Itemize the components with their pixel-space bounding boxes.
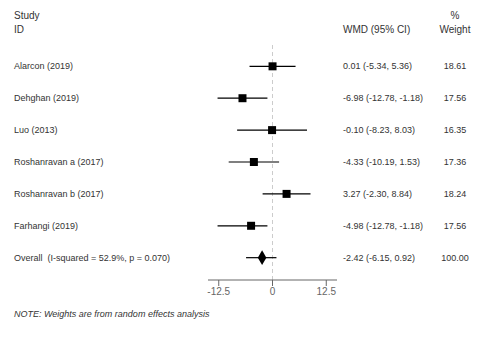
svg-text:Alarcon (2019): Alarcon (2019) xyxy=(14,61,73,71)
svg-text:Luo (2013): Luo (2013) xyxy=(14,125,58,135)
svg-text:18.24: 18.24 xyxy=(444,189,467,199)
html-text:Weight: Weight xyxy=(439,24,471,35)
svg-text:Dehghan (2019): Dehghan (2019) xyxy=(14,93,79,103)
svg-text:-4.98 (-12.78, -1.18): -4.98 (-12.78, -1.18) xyxy=(343,221,423,231)
html-text:Study: Study xyxy=(14,10,40,21)
svg-text:Roshanravan b (2017): Roshanravan b (2017) xyxy=(14,189,104,199)
html-text:ID: ID xyxy=(14,24,24,35)
svg-text:16.35: 16.35 xyxy=(444,125,467,135)
html-text:WMD (95% CI): WMD (95% CI) xyxy=(343,24,411,35)
svg-text:Overall (I-squared = 52.9%, p: Overall (I-squared = 52.9%, p = 0.070) xyxy=(14,253,170,263)
svg-text:-4.33 (-10.19, 1.53): -4.33 (-10.19, 1.53) xyxy=(343,157,420,167)
svg-text:-2.42 (-6.15, 0.92): -2.42 (-6.15, 0.92) xyxy=(343,253,415,263)
svg-text:Roshanravan a (2017): Roshanravan a (2017) xyxy=(14,157,104,167)
svg-text:-12.5: -12.5 xyxy=(207,286,230,297)
html-text:NOTE: Weights are from random: NOTE: Weights are from random effects an… xyxy=(14,309,210,319)
svg-text:0.01 (-5.34, 5.36): 0.01 (-5.34, 5.36) xyxy=(343,61,412,71)
svg-text:0: 0 xyxy=(270,286,276,297)
svg-text:3.27 (-2.30, 8.84): 3.27 (-2.30, 8.84) xyxy=(343,189,412,199)
svg-text:-0.10 (-8.23, 8.03): -0.10 (-8.23, 8.03) xyxy=(343,125,415,135)
svg-text:17.56: 17.56 xyxy=(444,221,467,231)
svg-text:17.36: 17.36 xyxy=(444,157,467,167)
svg-text:-6.98 (-12.78, -1.18): -6.98 (-12.78, -1.18) xyxy=(343,93,423,103)
svg-text:17.56: 17.56 xyxy=(444,93,467,103)
svg-text:100.00: 100.00 xyxy=(441,253,469,263)
svg-text:12.5: 12.5 xyxy=(317,286,337,297)
svg-text:18.61: 18.61 xyxy=(444,61,467,71)
svg-text:Farhangi (2019): Farhangi (2019) xyxy=(14,221,78,231)
